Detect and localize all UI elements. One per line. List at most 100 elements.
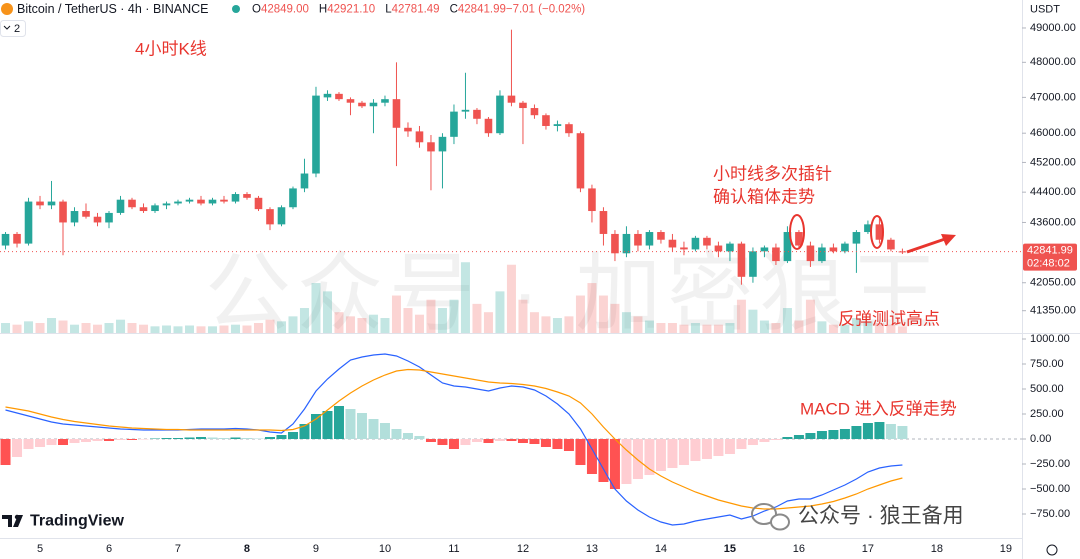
volume-bar — [874, 323, 884, 333]
volume-bar — [633, 316, 643, 333]
candle-body — [243, 194, 251, 198]
candle-body — [24, 201, 33, 244]
candle-body — [266, 209, 274, 225]
indicator-toggle[interactable] — [0, 20, 26, 37]
volume-bar — [656, 323, 666, 333]
volume-bar — [713, 324, 723, 333]
candle-body — [680, 247, 688, 250]
histogram-bar — [368, 419, 379, 439]
volume-bar — [47, 318, 57, 333]
x-tick-label: 7 — [175, 543, 181, 555]
volume-bar — [472, 303, 482, 333]
histogram-bar — [414, 436, 425, 439]
candle-body — [657, 232, 665, 240]
volume-bar — [357, 318, 367, 333]
y-tick-label: 250.00 — [1030, 408, 1064, 420]
histogram-bar — [839, 429, 850, 439]
volume-bar — [621, 312, 631, 333]
histogram — [0, 406, 908, 489]
volume-bar — [679, 324, 689, 333]
x-tick-label: 9 — [313, 543, 319, 555]
candle-body — [427, 142, 435, 152]
candle-body — [197, 199, 205, 204]
y-tick-label: 45200.00 — [1030, 156, 1076, 168]
axis-layer: 49000.00 48000.00 47000.00 46000.00 45200.00… — [37, 22, 1077, 555]
volume-bar — [368, 314, 378, 333]
histogram-bar — [540, 439, 551, 447]
volume-bar — [58, 320, 68, 333]
ohlc-key: L — [385, 4, 392, 16]
x-tick-label: 12 — [517, 543, 529, 555]
candle-body — [289, 188, 297, 208]
histogram-bar — [517, 439, 528, 443]
y-tick-label: 46000.00 — [1030, 127, 1076, 139]
countdown: 02:48:02 — [1027, 258, 1070, 270]
highlight-ellipse — [870, 215, 884, 249]
histogram-bar — [127, 439, 138, 440]
candle-body — [277, 207, 286, 225]
histogram-bar — [345, 409, 356, 439]
histogram-bar — [104, 439, 115, 441]
candle-body — [36, 201, 44, 206]
footer-icon — [770, 513, 790, 531]
y-tick-label: 48000.00 — [1030, 56, 1076, 68]
candle-body — [875, 224, 884, 240]
candle-body — [128, 199, 136, 208]
y-tick-label: 41350.00 — [1030, 305, 1076, 317]
histogram-bar — [471, 439, 482, 442]
candle-body — [59, 201, 67, 223]
annotation: 确认箱体走势 — [713, 187, 815, 206]
volume-bar — [690, 323, 700, 333]
candle-body — [553, 124, 562, 126]
x-tick-label: 15 — [724, 543, 736, 555]
volume-bar — [610, 303, 620, 333]
histogram-bar — [621, 439, 632, 484]
candle-body — [622, 233, 631, 254]
histogram-bar — [483, 439, 494, 443]
candle-body — [461, 109, 470, 112]
x-tick-label: 10 — [379, 543, 391, 555]
candles — [1, 29, 907, 285]
trend-arrow — [906, 237, 946, 254]
ohlc-value: 42849.00 — [261, 4, 309, 16]
y-tick-label: −750.00 — [1030, 508, 1070, 520]
ohlc-value: −7.01 (−0.02%) — [506, 4, 585, 16]
annotation: 小时线多次插针 — [713, 164, 832, 183]
settings-icon[interactable] — [1046, 544, 1058, 556]
histogram-bar — [609, 439, 620, 489]
volume-bar — [759, 320, 769, 333]
candle-body — [818, 247, 826, 262]
arrow-head — [941, 234, 956, 246]
candle-body — [381, 99, 389, 103]
candle-body — [450, 111, 458, 137]
volume-bar — [575, 295, 585, 333]
candle-body — [588, 188, 596, 212]
volume-bar — [219, 325, 229, 333]
candle-body — [542, 115, 550, 126]
candle-body — [484, 118, 493, 134]
histogram-bar — [299, 424, 310, 439]
candle-body — [220, 199, 228, 202]
candle-body — [645, 232, 654, 246]
histogram-bar — [115, 439, 126, 440]
histogram-bar — [862, 423, 873, 439]
volume-bar — [460, 262, 470, 333]
y-tick-label: 49000.00 — [1030, 22, 1076, 34]
candle-body — [404, 127, 412, 132]
candle-body — [47, 201, 56, 206]
candle-body — [772, 247, 780, 262]
candle-body — [703, 237, 711, 246]
histogram-bar — [632, 439, 643, 479]
histogram-bar — [782, 437, 793, 439]
candle-body — [829, 247, 838, 252]
histogram-bar — [161, 438, 172, 439]
histogram-bar — [736, 439, 747, 449]
candle-body — [841, 243, 849, 252]
candle-body — [392, 99, 401, 128]
histogram-bar — [425, 439, 436, 442]
histogram-bar — [322, 411, 333, 439]
x-tick-label: 11 — [448, 543, 459, 555]
candle-body — [82, 211, 90, 217]
candle-body — [438, 136, 447, 152]
annotation: 4小时K线 — [135, 39, 207, 58]
